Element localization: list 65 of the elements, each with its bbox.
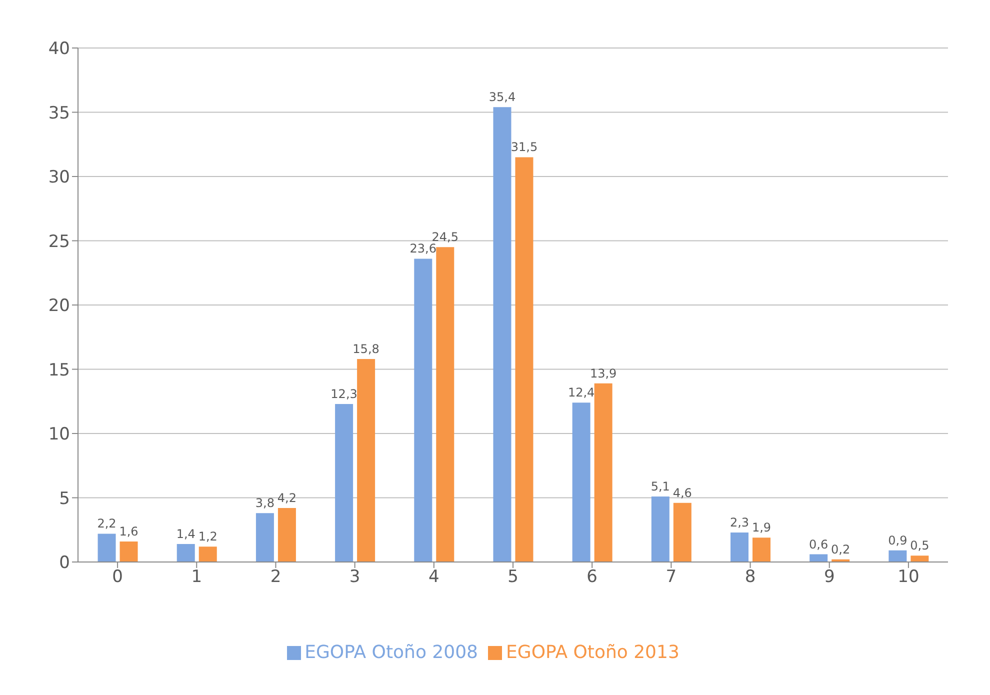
x-tick-label: 6 xyxy=(586,567,598,588)
data-label: 4,2 xyxy=(277,491,296,506)
x-tick-label: 8 xyxy=(744,567,756,588)
data-label: 5,1 xyxy=(650,479,670,494)
x-tick-label: 7 xyxy=(666,567,677,588)
y-tick-label: 35 xyxy=(48,103,70,124)
data-label: 2,2 xyxy=(97,516,116,531)
y-tick-label: 20 xyxy=(48,296,70,316)
data-label: 0,6 xyxy=(809,537,828,552)
x-tick-label: 1 xyxy=(191,567,202,588)
data-label: 1,6 xyxy=(119,524,138,538)
x-tick-label: 0 xyxy=(112,567,123,588)
data-label: 1,2 xyxy=(198,530,218,544)
data-label: 23,6 xyxy=(410,242,436,256)
data-label: 1,9 xyxy=(752,520,772,535)
data-label: 1,4 xyxy=(176,527,196,542)
bar xyxy=(730,532,748,562)
bar xyxy=(98,534,116,562)
bar xyxy=(198,546,217,562)
bar xyxy=(335,404,354,562)
y-tick-label: 30 xyxy=(48,168,70,188)
x-tick-label: 3 xyxy=(349,567,360,588)
bar xyxy=(493,107,512,562)
y-tick-label: 25 xyxy=(48,232,70,252)
x-tick-label: 4 xyxy=(428,567,440,588)
data-label: 35,4 xyxy=(488,90,516,104)
x-tick-label: 9 xyxy=(824,567,835,588)
data-label: 12,4 xyxy=(568,386,595,400)
data-label: 3,8 xyxy=(255,496,274,510)
x-tick-label: 2 xyxy=(270,567,282,588)
bar xyxy=(651,496,670,562)
bar xyxy=(436,247,454,562)
bar xyxy=(752,538,770,562)
bar xyxy=(910,556,929,562)
y-tick-label: 15 xyxy=(48,360,70,380)
data-label: 12,3 xyxy=(330,386,358,401)
data-label: 0,9 xyxy=(888,533,908,548)
x-tick-label: 10 xyxy=(898,567,920,588)
y-tick-label: 40 xyxy=(48,39,70,60)
data-label: 0,5 xyxy=(910,538,930,553)
legend-label: EGOPA Otoño 2008 xyxy=(304,642,478,663)
data-label: 13,9 xyxy=(590,366,617,380)
y-tick-label: 10 xyxy=(48,424,70,445)
bar xyxy=(278,508,296,562)
bar xyxy=(256,513,274,562)
bar xyxy=(414,258,432,562)
y-tick-label: 0 xyxy=(59,553,70,574)
bar xyxy=(810,554,828,562)
bar xyxy=(120,541,138,562)
bar xyxy=(176,544,195,562)
data-label: 2,3 xyxy=(730,515,750,530)
bar xyxy=(594,383,612,562)
y-tick-label: 5 xyxy=(59,488,70,509)
bar xyxy=(572,402,590,562)
legend-label: EGOPA Otoño 2013 xyxy=(506,642,680,663)
bar xyxy=(673,502,692,562)
bar xyxy=(888,550,907,562)
data-label: 15,8 xyxy=(352,342,380,356)
x-tick-label: 5 xyxy=(508,567,518,588)
data-label: 24,5 xyxy=(432,230,458,244)
bar xyxy=(515,157,534,562)
data-label: 31,5 xyxy=(510,140,538,154)
bar xyxy=(357,358,376,562)
data-label: 0,2 xyxy=(831,542,850,556)
data-label: 4,6 xyxy=(672,486,692,500)
